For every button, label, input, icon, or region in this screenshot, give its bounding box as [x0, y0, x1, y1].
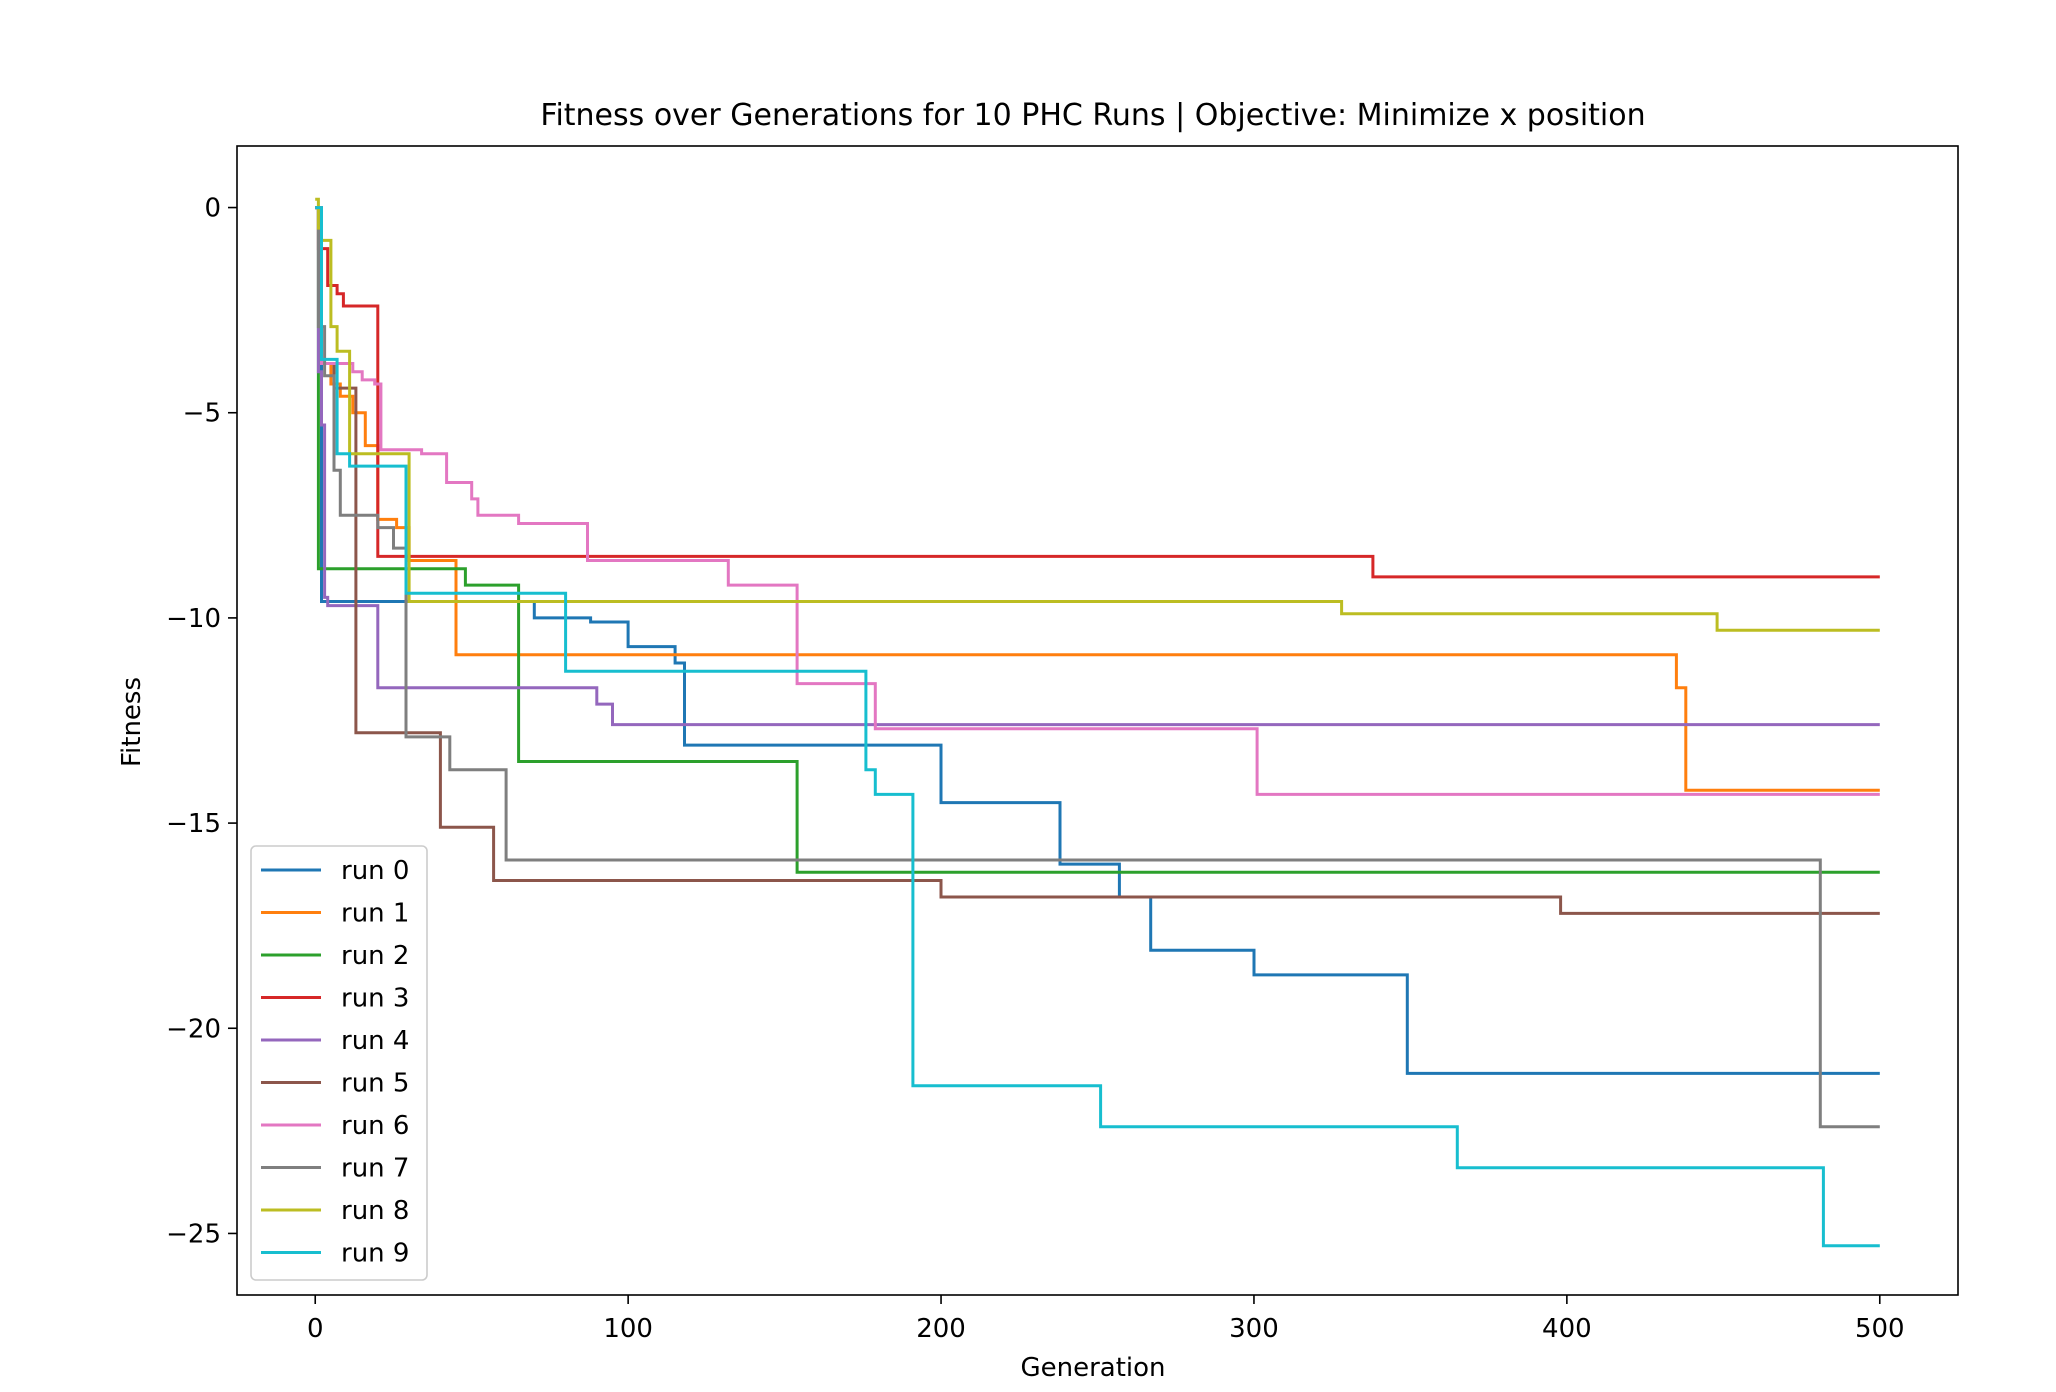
y-axis-label: Fitness: [117, 677, 147, 767]
plot-area: [236, 145, 1959, 1296]
series-line-run-6: [315, 206, 1880, 796]
legend-label-run-7: run 7: [341, 1154, 409, 1184]
legend-label-run-6: run 6: [341, 1111, 409, 1141]
plot-frame: [236, 145, 1959, 1296]
y-tick-label: −5: [183, 399, 221, 429]
legend-label-run-2: run 2: [341, 941, 409, 971]
series-line-run-4: [315, 206, 1880, 727]
series-line-run-1: [315, 206, 1880, 792]
series-line-run-7: [315, 206, 1880, 1129]
series-line-run-2: [315, 206, 1880, 874]
x-axis-label: Generation: [1020, 1353, 1165, 1383]
y-tick-label: −20: [166, 1014, 221, 1044]
legend-label-run-1: run 1: [341, 899, 409, 929]
series-line-run-5: [315, 206, 1880, 915]
y-tick-label: −15: [166, 809, 221, 839]
x-tick-label: 400: [1542, 1314, 1592, 1344]
x-axis: 0 100 200 300 400 500: [307, 1295, 1905, 1344]
legend-label-run-4: run 4: [341, 1026, 409, 1056]
y-axis: 0 −5 −10 −15 −20 −25: [166, 194, 237, 1249]
legend-label-run-3: run 3: [341, 984, 409, 1014]
legend: run 0 run 1 run 2 run 3 run 4 run 5 run 6 run 7…: [250, 845, 428, 1281]
legend-label-run-9: run 9: [341, 1239, 409, 1269]
series-line-run-8: [315, 197, 1880, 632]
series-line-run-3: [315, 206, 1880, 579]
y-tick-label: −10: [166, 604, 221, 634]
legend-label-run-8: run 8: [341, 1196, 409, 1226]
x-tick-label: 300: [1229, 1314, 1279, 1344]
x-tick-label: 0: [307, 1314, 324, 1344]
x-tick-label: 500: [1855, 1314, 1905, 1344]
legend-label-run-0: run 0: [341, 856, 409, 886]
y-tick-label: 0: [204, 194, 221, 224]
y-tick-label: −25: [166, 1219, 221, 1249]
x-tick-label: 100: [603, 1314, 653, 1344]
series-line-run-0: [315, 206, 1880, 1075]
legend-label-run-5: run 5: [341, 1069, 409, 1099]
x-tick-label: 200: [916, 1314, 966, 1344]
series-line-run-9: [315, 206, 1880, 1248]
chart-title: Fitness over Generations for 10 PHC Runs…: [540, 98, 1645, 133]
